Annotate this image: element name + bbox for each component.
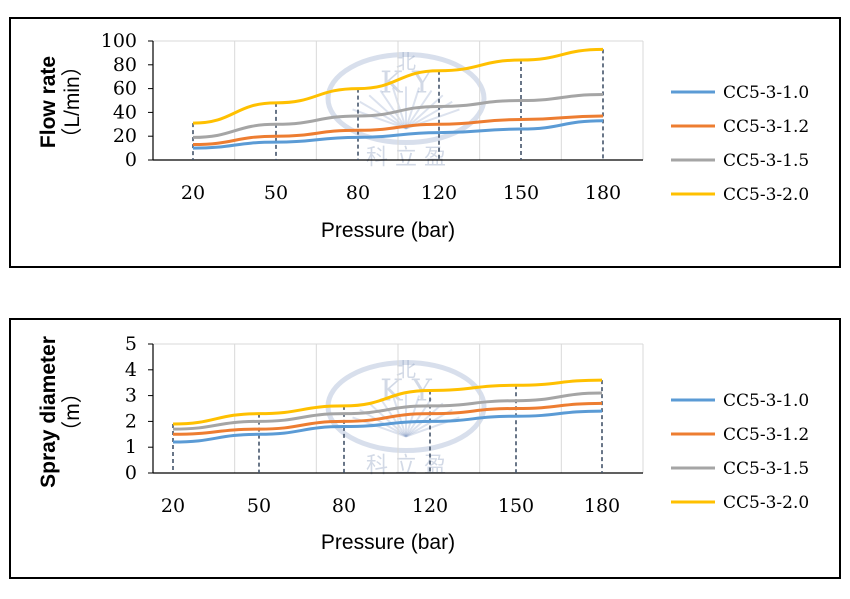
watermark-ray [405,94,444,130]
series-line-cc5-3-1-5 [192,93,604,139]
y-axis-title-line1: Spray diameter [37,336,60,488]
series-line-cc5-3-1-2 [172,401,603,436]
x-tick-label: 80 [332,495,356,517]
legend-item: CC5-3-1.2 [671,425,809,445]
watermark-ray [405,402,444,438]
series-line-cc5-3-2-0 [192,47,604,125]
legend-item: CC5-3-2.0 [671,493,809,513]
watermark-ring [325,52,487,145]
y-tick-label: 4 [125,359,137,381]
y-tick-label: 100 [101,30,137,52]
series-line-cc5-3-1-5 [172,391,603,431]
watermark-chinese-text: 科 立 盈 [366,454,446,479]
watermark-logo: K Y北科 立 盈 [325,358,487,479]
x-axis-title: Pressure (bar) [321,531,455,554]
y-axis-title-line1: Flow rate [37,56,60,148]
y-axis-title-line2: （L/min） [61,55,84,148]
watermark-shield-glyph: 北 [396,50,416,74]
x-tick-label: 20 [181,182,205,204]
legend-label: CC5-3-1.0 [723,391,809,411]
x-tick-label: 120 [412,495,448,517]
y-tick-label: 2 [125,410,137,432]
watermark-shield-glyph: 北 [396,358,416,382]
watermark-ray [391,87,407,129]
x-tick-label: 80 [346,182,370,204]
x-tick-label: 150 [498,495,534,517]
watermark-ray [405,89,433,130]
y-tick-label: 1 [125,436,137,458]
legend-item: CC5-3-1.0 [671,391,809,411]
x-tick-label: 120 [421,182,457,204]
legend-item: CC5-3-1.2 [671,117,809,137]
x-tick-label: 150 [503,182,539,204]
y-axis-title: Flow rate （L/min） [37,55,84,148]
watermark-ray [368,402,407,438]
series-line-cc5-3-2-0 [172,378,603,426]
y-axis-title: Spray diameter （m） [37,336,84,488]
legend-label: CC5-3-1.2 [723,117,809,137]
legend-label: CC5-3-1.0 [723,83,809,103]
y-axis-title-line2: （m） [61,382,84,442]
legend-item: CC5-3-2.0 [671,185,809,205]
x-tick-label: 50 [264,182,288,204]
x-tick-label: 50 [247,495,271,517]
legend-item: CC5-3-1.5 [671,459,809,479]
y-tick-label: 0 [125,462,137,484]
watermark-ray [405,395,421,437]
y-tick-label: 40 [113,101,137,123]
legend-item: CC5-3-1.0 [671,83,809,103]
y-tick-label: 0 [125,149,137,171]
watermark-ray [379,89,407,130]
legend-item: CC5-3-1.5 [671,151,809,171]
y-tick-label: 80 [113,54,137,76]
watermark-ray [352,108,407,130]
legend-label: CC5-3-1.5 [723,151,809,171]
legend-label: CC5-3-2.0 [723,185,809,205]
watermark-chinese-text: 科 立 盈 [366,146,446,171]
y-tick-label: 5 [125,333,137,355]
legend-label: CC5-3-1.2 [723,425,809,445]
y-tick-label: 60 [113,78,137,100]
series-line-cc5-3-1-0 [192,119,604,150]
x-axis-title: Pressure (bar) [321,219,455,242]
legend-label: CC5-3-2.0 [723,493,809,513]
y-tick-label: 20 [113,125,137,147]
series-line-cc5-3-1-2 [192,114,604,147]
series-line-cc5-3-1-0 [172,409,603,444]
x-tick-label: 180 [584,495,620,517]
x-tick-label: 20 [161,495,185,517]
y-tick-label: 3 [125,385,137,407]
legend-label: CC5-3-1.5 [723,459,809,479]
x-tick-label: 180 [585,182,621,204]
